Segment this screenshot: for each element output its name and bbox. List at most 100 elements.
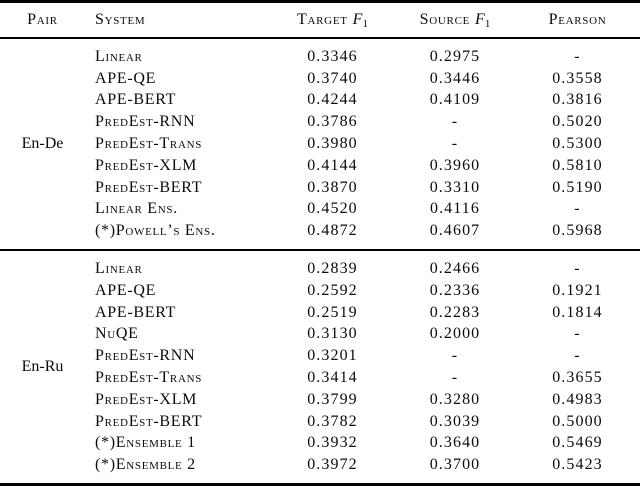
header-row: Pair System Target F1 Source F1 Pearson [0,2,640,39]
table-row: (*)Ensemble 1 0.3932 0.3640 0.5469 [0,433,640,455]
pearson-cell: - [574,325,581,343]
target-f1-cell: 0.4144 [307,156,358,174]
target-f1-cell: 0.4520 [307,200,358,218]
pearson-cell: 0.3558 [552,69,603,87]
table-row: (*)Ensemble 2 0.3972 0.3700 0.5423 [0,454,640,484]
system-cell: (*)Powell’s Ens. [95,222,216,240]
system-cell: PredEst-RNN [95,113,196,131]
system-header-label: System [95,11,146,28]
target-f1-cell: 0.3972 [307,456,358,474]
system-cell: APE-QE [95,281,157,299]
pearson-cell: - [574,347,581,365]
table-row: PredEst-RNN 0.3786 - 0.5020 [0,111,640,133]
col-header-pair: Pair [0,2,85,39]
pearson-cell: - [574,260,581,278]
table-row: APE-BERT 0.2519 0.2283 0.1814 [0,302,640,324]
table-row: APE-QE 0.2592 0.2336 0.1921 [0,280,640,302]
target-f1-cell: 0.3799 [307,390,358,408]
target-f1-cell: 0.3346 [307,47,358,65]
source-f1-cell: - [451,135,459,153]
table-row: APE-QE 0.3740 0.3446 0.3558 [0,68,640,90]
col-header-source-f1: Source F1 [395,2,515,39]
system-cell: Linear Ens. [95,200,178,218]
col-header-target-f1: Target F1 [270,2,395,39]
pair-cell: En-Ru [21,358,64,376]
col-header-system: System [85,2,270,39]
source-f1-cell: - [451,369,459,387]
table-row: En-Ru Linear 0.2839 0.2466 - [0,250,640,375]
table-row: PredEst-BERT 0.3870 0.3310 0.5190 [0,177,640,199]
source-f1-cell: 0.4607 [429,222,481,240]
pearson-cell: 0.5968 [552,222,603,240]
pearson-cell: 0.5000 [552,412,603,430]
source-f1-cell: 0.3310 [429,178,481,196]
source-f1-cell: 0.2975 [429,47,481,65]
table-row: PredEst-RNN 0.3201 - - [0,345,640,367]
target-header-label: Target [297,11,348,28]
target-f1-cell: 0.2592 [307,281,358,299]
source-f1-cell: 0.4116 [429,200,480,218]
source-f1-cell: - [451,347,459,365]
table-row: PredEst-XLM 0.3799 0.3280 0.4983 [0,389,640,411]
group-en-ru: En-Ru Linear 0.2839 0.2466 - APE-QE 0.2592 0.23… [0,250,640,484]
pearson-cell: 0.5300 [552,135,603,153]
system-cell: APE-QE [95,69,157,87]
source-f1-cell: - [451,113,459,131]
pair-header-label: Pair [27,11,58,28]
pearson-header-label: Pearson [548,11,607,28]
system-cell: (*)Ensemble 1 [95,434,196,452]
pearson-cell: 0.5469 [552,434,603,452]
target-f1-cell: 0.4244 [307,91,358,109]
f1-math-symbol: F1 [475,11,491,30]
source-f1-cell: 0.3280 [429,390,481,408]
table-row: PredEst-Trans 0.3980 - 0.5300 [0,133,640,155]
source-f1-cell: 0.2000 [429,325,481,343]
target-f1-cell: 0.3932 [307,434,358,452]
table-row: PredEst-Trans 0.3414 - 0.3655 [0,367,640,389]
source-header-label: Source [419,11,471,28]
source-f1-cell: 0.2336 [429,281,481,299]
pearson-cell: - [574,200,581,218]
pearson-cell: 0.5810 [552,156,603,174]
system-cell: APE-BERT [95,91,177,109]
target-f1-cell: 0.3414 [307,369,358,387]
system-cell: Linear [95,260,143,278]
source-f1-cell: 0.2466 [429,260,481,278]
target-f1-cell: 0.3201 [307,347,358,365]
system-cell: PredEst-RNN [95,347,196,365]
table-row: NuQE 0.3130 0.2000 - [0,324,640,346]
system-cell: PredEst-XLM [95,390,198,408]
table-row: APE-BERT 0.4244 0.4109 0.3816 [0,90,640,112]
table-row: En-De Linear 0.3346 0.2975 - [0,38,640,152]
source-f1-cell: 0.3700 [429,456,481,474]
table-header: Pair System Target F1 Source F1 Pearson [0,2,640,39]
pearson-cell: 0.1814 [552,303,603,321]
pearson-cell: 0.5190 [552,178,603,196]
source-f1-cell: 0.3960 [429,156,481,174]
col-header-pearson: Pearson [515,2,640,39]
f1-math-symbol: F1 [352,11,368,30]
system-cell: APE-BERT [95,303,177,321]
target-f1-cell: 0.4872 [307,222,358,240]
target-f1-cell: 0.3786 [307,113,358,131]
system-cell: NuQE [95,325,139,343]
target-f1-cell: 0.3130 [307,325,358,343]
pearson-cell: 0.4983 [552,390,603,408]
system-cell: PredEst-BERT [95,412,203,430]
pearson-cell: 0.1921 [552,281,603,299]
table-row: PredEst-XLM 0.4144 0.3960 0.5810 [0,155,640,177]
table-row: (*)Powell’s Ens. 0.4872 0.4607 0.5968 [0,220,640,250]
pearson-cell: 0.5423 [552,456,603,474]
source-f1-cell: 0.4109 [429,91,481,109]
table-row: Linear Ens. 0.4520 0.4116 - [0,199,640,221]
system-cell: PredEst-XLM [95,156,198,174]
system-cell: Linear [95,47,143,65]
pearson-cell: 0.3816 [552,91,603,109]
pearson-cell: 0.3655 [552,369,603,387]
system-cell: PredEst-Trans [95,369,203,387]
source-f1-cell: 0.3039 [429,412,481,430]
pearson-cell: - [574,47,581,65]
source-f1-cell: 0.2283 [429,303,481,321]
